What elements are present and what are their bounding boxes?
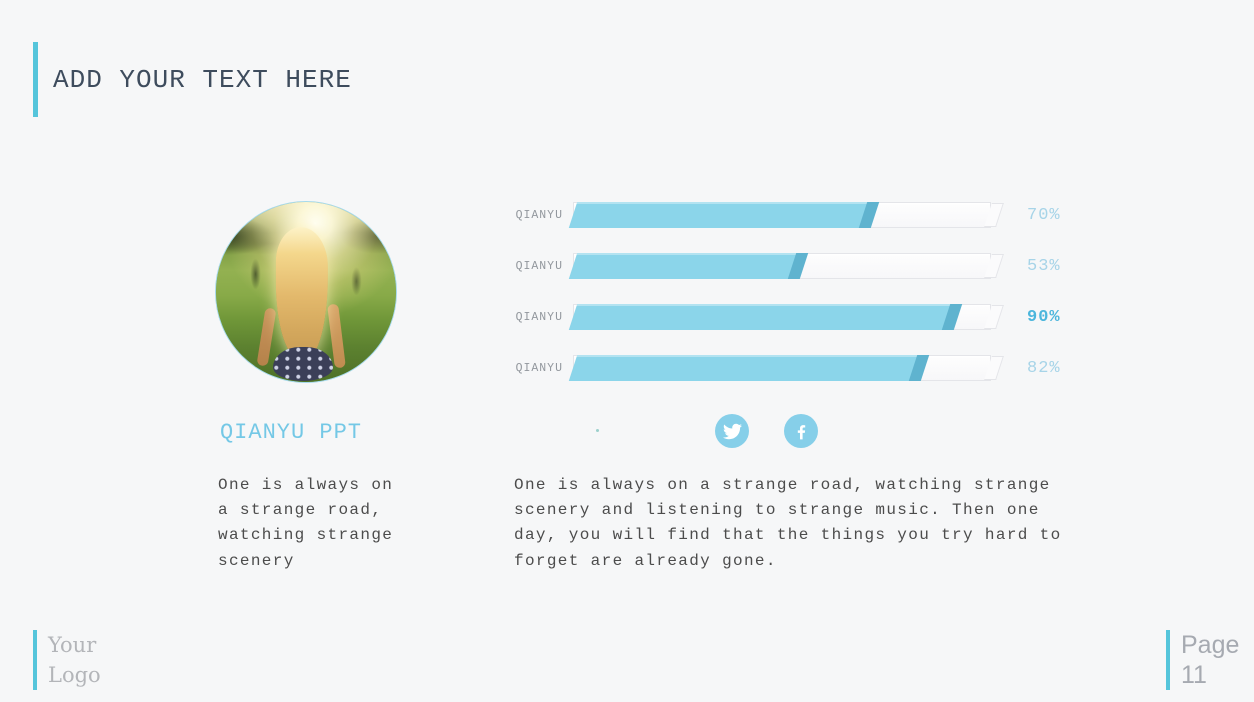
footer-page: Page 11 bbox=[1166, 630, 1239, 690]
bar-fill bbox=[568, 355, 930, 381]
bar-track-3d-end bbox=[984, 254, 1004, 278]
bar-fill bbox=[568, 253, 809, 279]
bar-value-label: 90% bbox=[1027, 307, 1061, 327]
bar-category-label: QIANYU bbox=[515, 208, 563, 222]
bar-row: QIANYU 70% bbox=[498, 202, 1061, 228]
bar-category-label: QIANYU bbox=[515, 310, 563, 324]
profile-caption: One is always on a strange road, watchin… bbox=[218, 476, 394, 570]
bar-value-label: 82% bbox=[1027, 358, 1061, 378]
bar-row: QIANYU 90% bbox=[498, 304, 1061, 330]
footer-logo: Your Logo bbox=[33, 630, 101, 690]
social-icons bbox=[715, 414, 818, 448]
bar-row: QIANYU 82% bbox=[498, 355, 1061, 381]
slide-title-block: ADD YOUR TEXT HERE bbox=[33, 42, 352, 117]
bar-fill-3d-end bbox=[788, 253, 809, 279]
decorative-dot bbox=[596, 429, 599, 432]
bar-fill bbox=[568, 202, 880, 228]
bar-row: QIANYU 53% bbox=[498, 253, 1061, 279]
bar-fill-3d-end bbox=[858, 202, 880, 228]
bar-value-label: 53% bbox=[1027, 256, 1061, 276]
bar-fill bbox=[568, 304, 963, 330]
bar-track-3d-end bbox=[984, 356, 1004, 380]
logo-text: Your Logo bbox=[48, 630, 101, 690]
bar-category-label: QIANYU bbox=[515, 259, 563, 273]
facebook-f-glyph bbox=[797, 424, 805, 439]
page-accent-bar bbox=[1166, 630, 1170, 690]
twitter-icon[interactable] bbox=[715, 414, 749, 448]
page-title: ADD YOUR TEXT HERE bbox=[53, 64, 352, 95]
bar-fill-3d-end bbox=[942, 304, 963, 330]
title-accent-bar bbox=[33, 42, 38, 117]
page-number: 11 bbox=[1181, 661, 1207, 689]
bar-fill-3d-end bbox=[908, 355, 930, 381]
logo-accent-bar bbox=[33, 630, 37, 690]
logo-line-2: Logo bbox=[48, 663, 101, 687]
logo-line-1: Your bbox=[48, 633, 97, 657]
description-text: One is always on a strange road, watchin… bbox=[514, 476, 1062, 570]
girl-hair bbox=[275, 227, 328, 359]
profile-photo bbox=[215, 201, 397, 383]
bar-track-3d-end bbox=[984, 305, 1004, 329]
page-indicator: Page 11 bbox=[1181, 630, 1239, 690]
bar-category-label: QIANYU bbox=[515, 361, 563, 375]
facebook-icon[interactable] bbox=[784, 414, 818, 448]
bar-track bbox=[568, 253, 1004, 279]
bar-track-3d-end bbox=[984, 203, 1004, 227]
bar-chart: QIANYU 70% QIANYU 53% QIANYU bbox=[498, 202, 1061, 381]
bar-track bbox=[568, 304, 1004, 330]
bar-value-label: 70% bbox=[1027, 205, 1061, 225]
page-label: Page bbox=[1181, 631, 1240, 659]
bar-track bbox=[568, 355, 1004, 381]
profile-name: QIANYU PPT bbox=[219, 420, 363, 445]
bar-track bbox=[568, 202, 1004, 228]
girl-skirt bbox=[273, 347, 333, 381]
twitter-bird-glyph bbox=[722, 423, 742, 439]
